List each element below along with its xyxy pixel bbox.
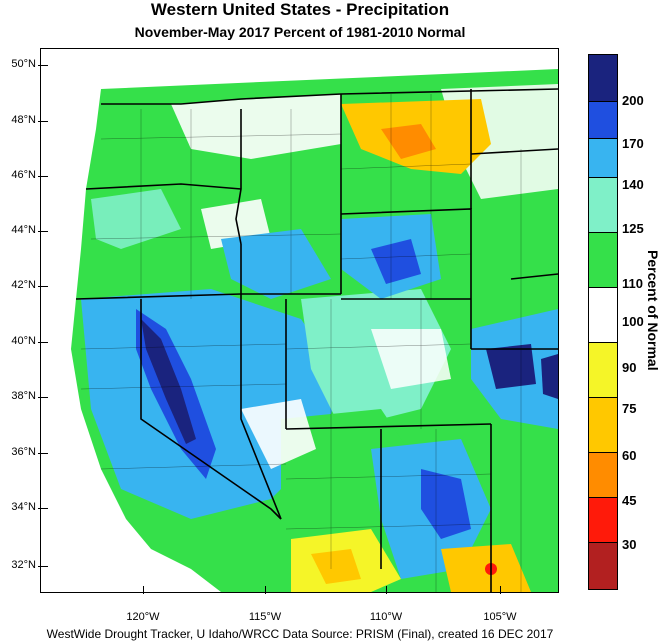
- lat-label-38: 38°N: [11, 390, 36, 402]
- lat-tick: [38, 342, 48, 343]
- colorbar-label: 110: [622, 276, 643, 291]
- lat-label-36: 36°N: [11, 446, 36, 458]
- colorbar-swatch: [588, 542, 618, 590]
- colorbar-swatch: [588, 138, 618, 178]
- lat-tick: [38, 453, 48, 454]
- colorbar-swatch: [588, 497, 618, 543]
- colorbar-label: 60: [622, 448, 637, 463]
- lat-label-44: 44°N: [11, 224, 36, 236]
- lat-tick: [38, 508, 48, 509]
- lat-tick: [38, 231, 48, 232]
- colorbar-label: 140: [622, 177, 644, 192]
- lon-tick: [500, 586, 501, 594]
- colorbar-label: 45: [622, 493, 637, 508]
- colorbar-title: Percent of Normal: [645, 250, 661, 371]
- map-subtitle: November-May 2017 Percent of 1981-2010 N…: [134, 24, 466, 40]
- lat-label-32: 32°N: [11, 559, 36, 571]
- lon-label-115: 115°W: [248, 611, 282, 623]
- colorbar-label: 30: [622, 537, 637, 552]
- lon-label-105: 105°W: [483, 611, 517, 623]
- lon-tick: [386, 586, 387, 594]
- lat-label-46: 46°N: [11, 169, 36, 181]
- map-title: Western United States - Precipitation: [150, 0, 450, 19]
- lat-tick: [38, 176, 48, 177]
- map-svg: [41, 49, 558, 592]
- precipitation-map: [40, 48, 559, 593]
- footer-credit: WestWide Drought Tracker, U Idaho/WRCC D…: [46, 627, 554, 641]
- colorbar-swatch: [588, 287, 618, 343]
- lat-label-34: 34°N: [11, 501, 36, 513]
- colorbar-swatch: [588, 452, 618, 498]
- lat-tick: [38, 65, 48, 66]
- colorbar-swatch: [588, 397, 618, 453]
- lat-tick: [38, 566, 48, 567]
- colorbar-swatch: [588, 232, 618, 288]
- colorbar-label: 100: [622, 314, 644, 329]
- lon-tick: [265, 586, 266, 594]
- colorbar-label: 200: [622, 93, 644, 108]
- colorbar-label: 75: [622, 401, 637, 416]
- lat-label-50: 50°N: [11, 58, 36, 70]
- lon-tick: [143, 586, 144, 594]
- colorbar-swatch: [588, 101, 618, 139]
- lat-label-48: 48°N: [11, 114, 36, 126]
- colorbar-label: 170: [622, 136, 644, 151]
- lat-tick: [38, 397, 48, 398]
- lon-label-110: 110°W: [369, 611, 403, 623]
- colorbar-label: 90: [622, 360, 637, 375]
- lon-label-120: 120°W: [126, 611, 160, 623]
- lat-tick: [38, 286, 48, 287]
- colorbar-swatch: [588, 54, 618, 102]
- lat-label-40: 40°N: [11, 335, 36, 347]
- colorbar-swatch: [588, 342, 618, 398]
- lat-label-42: 42°N: [11, 279, 36, 291]
- colorbar-label: 125: [622, 221, 644, 236]
- colorbar-swatch: [588, 177, 618, 233]
- lat-tick: [38, 121, 48, 122]
